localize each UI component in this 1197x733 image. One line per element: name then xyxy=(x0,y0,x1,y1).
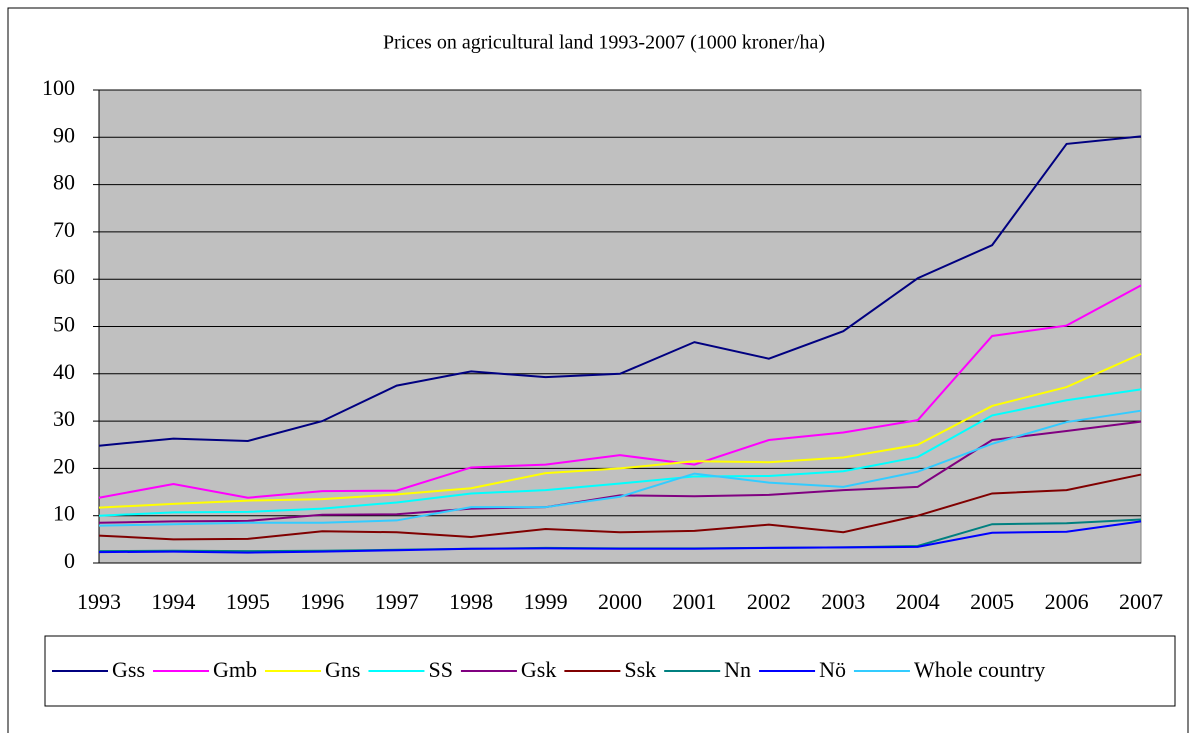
series-line xyxy=(98,135,1142,447)
x-tick-label: 1996 xyxy=(300,589,344,614)
legend-label: Ssk xyxy=(624,657,656,682)
legend-label: Nn xyxy=(724,657,751,682)
legend-label: Nö xyxy=(819,657,846,682)
chart-frame xyxy=(7,7,1189,733)
series-line xyxy=(98,388,1142,517)
x-tick-label: 2005 xyxy=(970,589,1014,614)
x-tick-label: 1998 xyxy=(449,589,493,614)
series-line xyxy=(98,520,1142,554)
series-line xyxy=(98,473,1142,541)
y-tick-label: 20 xyxy=(53,453,75,478)
series-line xyxy=(98,420,1142,524)
y-tick-label: 70 xyxy=(53,217,75,242)
y-tick-label: 30 xyxy=(53,406,75,431)
x-tick-label: 1995 xyxy=(226,589,270,614)
x-tick-label: 2006 xyxy=(1045,589,1089,614)
x-tick-label: 2004 xyxy=(896,589,940,614)
x-tick-label: 2000 xyxy=(598,589,642,614)
legend-label: Gss xyxy=(112,657,145,682)
y-tick-label: 40 xyxy=(53,359,75,384)
y-tick-label: 80 xyxy=(53,170,75,195)
legend-label: Gmb xyxy=(213,657,257,682)
legend-label: Gsk xyxy=(521,657,556,682)
y-tick-label: 0 xyxy=(64,548,75,573)
y-tick-label: 60 xyxy=(53,264,75,289)
y-tick-label: 90 xyxy=(53,122,75,147)
x-tick-label: 1994 xyxy=(151,589,195,614)
x-tick-label: 2007 xyxy=(1119,589,1163,614)
x-tick-label: 2002 xyxy=(747,589,791,614)
y-tick-label: 50 xyxy=(53,312,75,337)
series-line xyxy=(98,353,1142,509)
x-tick-label: 1993 xyxy=(77,589,121,614)
y-tick-label: 100 xyxy=(42,75,75,100)
y-tick-label: 10 xyxy=(53,501,75,526)
chart-title: Prices on agricultural land 1993-2007 (1… xyxy=(383,32,825,54)
x-tick-label: 1997 xyxy=(375,589,419,614)
x-tick-label: 1999 xyxy=(524,589,568,614)
legend-label: Gns xyxy=(325,657,360,682)
x-tick-label: 2003 xyxy=(821,589,865,614)
legend-label: Whole country xyxy=(914,657,1045,682)
x-tick-label: 2001 xyxy=(672,589,716,614)
legend-label: SS xyxy=(428,657,452,682)
series-line xyxy=(98,284,1142,499)
series-line xyxy=(98,409,1142,527)
